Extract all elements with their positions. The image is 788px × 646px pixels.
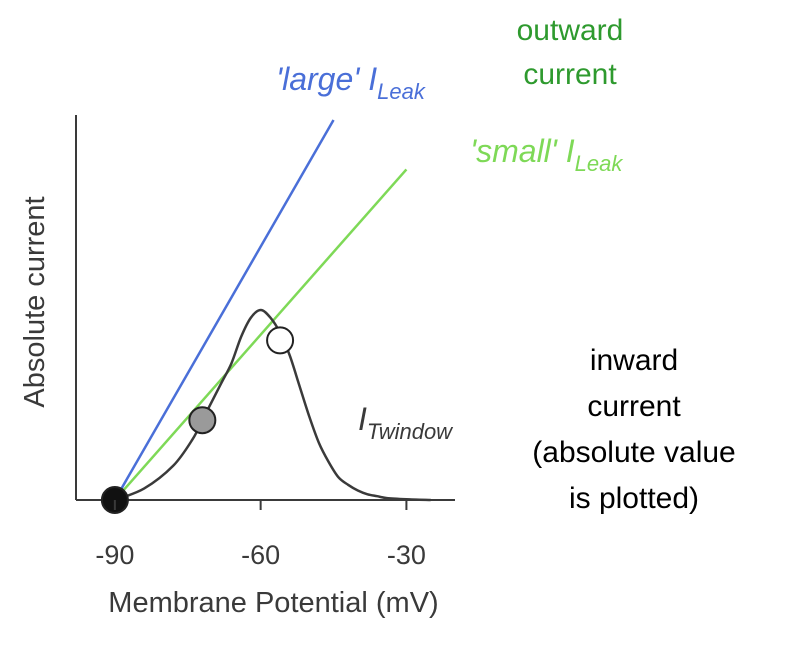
series-label-small: 'small' ILeak [470,133,623,176]
x-ticks: -90 -60 -30 [95,500,426,570]
inward-annotation-line: (absolute value [532,436,735,469]
x-tick-label: -90 [95,540,134,570]
y-axis-label: Absolute current [19,196,51,407]
inward-current-annotation: inward current (absolute value is plotted) [532,344,735,515]
inward-annotation-line: current [587,390,681,423]
outward-annotation-line: current [523,58,617,91]
series-label-subscript: Twindow [367,419,454,444]
series-label-main: I [358,401,367,437]
series-label-subscript: Leak [377,79,426,104]
inward-annotation-line: is plotted) [569,482,699,515]
series-small-leak-line [113,168,408,501]
inward-annotation-line: inward [590,344,678,377]
series-label-large: 'large' ILeak [276,61,426,104]
x-axis-label: Membrane Potential (mV) [108,587,438,619]
series-label-main: 'small' I [470,133,575,169]
white-intersection-point [266,326,295,355]
gray-intersection-point [188,406,217,435]
outward-current-annotation: outward current [517,14,624,91]
series-label-twindow: ITwindow [358,401,454,444]
series-large-leak-line [113,119,335,501]
x-tick-label: -60 [241,540,280,570]
outward-annotation-line: outward [517,14,624,47]
series-label-subscript: Leak [575,151,624,176]
plot-area: -90 -60 -30 [75,115,455,570]
series-label-main: 'large' I [276,61,377,97]
x-tick-label: -30 [387,540,426,570]
